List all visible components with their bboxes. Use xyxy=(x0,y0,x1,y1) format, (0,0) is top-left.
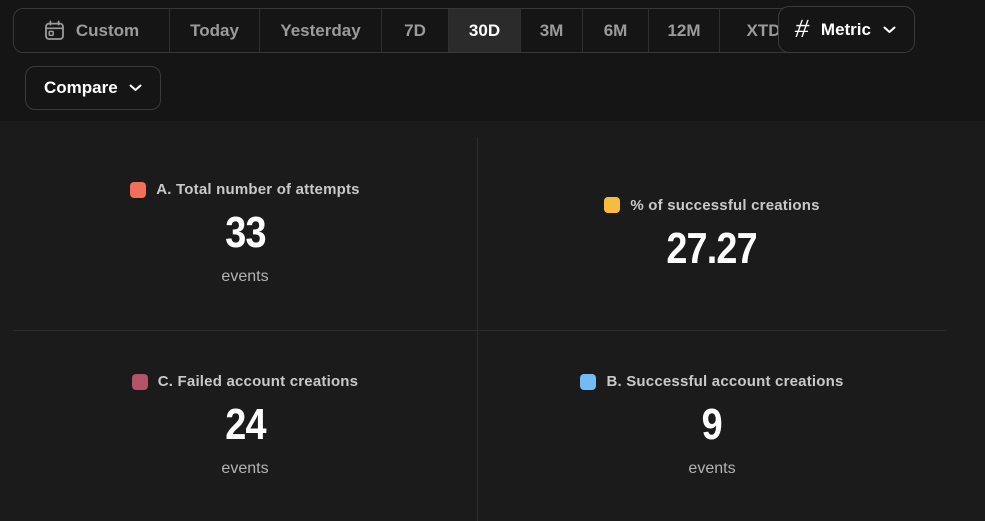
legend-row: C. Failed account creations xyxy=(131,373,359,390)
legend-row: A. Total number of attempts xyxy=(130,181,360,198)
date-range-xtd-label: XTD xyxy=(746,20,781,40)
date-range-6m[interactable]: 6M xyxy=(582,9,648,52)
hash-icon: # xyxy=(793,15,811,43)
metric-card-value: 27.27 xyxy=(666,223,758,273)
date-range-yesterday[interactable]: Yesterday xyxy=(259,9,381,52)
vertical-card-divider xyxy=(477,137,478,521)
series-a-color-swatch xyxy=(130,181,147,198)
metric-card-unit: events xyxy=(688,460,736,477)
metric-card-total-attempts[interactable]: A. Total number of attempts 33 events xyxy=(13,137,477,330)
legend-row: % of successful creations xyxy=(604,197,819,214)
date-range-selector: Custom Today Yesterday 7D 30D 3M 6M 12M … xyxy=(13,8,808,53)
chevron-down-icon xyxy=(883,26,896,33)
horizontal-card-divider xyxy=(13,330,946,331)
metric-card-label: A. Total number of attempts xyxy=(156,181,360,198)
date-range-30d-selected[interactable]: 30D xyxy=(448,9,520,52)
metric-card-failed-creations[interactable]: C. Failed account creations 24 events xyxy=(13,330,477,521)
series-b-color-swatch xyxy=(580,373,597,390)
metric-card-value: 33 xyxy=(224,208,266,257)
metric-card-unit: events xyxy=(221,460,269,477)
metric-card-label: % of successful creations xyxy=(630,196,820,214)
date-range-12m[interactable]: 12M xyxy=(648,9,719,52)
date-range-30d-label: 30D xyxy=(468,20,501,40)
legend-row: B. Successful account creations xyxy=(580,373,843,390)
metric-card-unit: events xyxy=(221,268,269,285)
date-range-xtd[interactable]: XTD xyxy=(719,9,807,52)
date-range-today-label: Today xyxy=(190,20,239,40)
formula-color-swatch xyxy=(604,197,621,213)
metric-card-value: 24 xyxy=(224,400,266,449)
metric-card-successful-creations[interactable]: B. Successful account creations 9 events xyxy=(478,330,946,521)
date-range-3m[interactable]: 3M xyxy=(520,9,582,52)
date-range-today[interactable]: Today xyxy=(169,9,259,52)
compare-dropdown-label: Compare xyxy=(44,78,118,97)
date-range-yesterday-label: Yesterday xyxy=(280,20,361,40)
metric-dropdown-button[interactable]: # Metric xyxy=(778,6,915,53)
date-range-custom[interactable]: Custom xyxy=(14,9,169,52)
date-range-3m-label: 3M xyxy=(539,20,564,40)
metric-card-label: B. Successful account creations xyxy=(606,373,844,390)
date-range-7d-label: 7D xyxy=(404,20,426,40)
date-range-6m-label: 6M xyxy=(603,20,628,40)
series-c-color-swatch xyxy=(131,373,148,390)
metric-card-percent-successful[interactable]: % of successful creations 27.27 xyxy=(478,137,946,330)
metrics-panel-background xyxy=(0,121,985,521)
metric-card-value: 9 xyxy=(701,400,723,449)
metric-dropdown-label: Metric xyxy=(820,19,871,39)
date-range-custom-label: Custom xyxy=(75,20,140,40)
date-range-12m-label: 12M xyxy=(667,20,701,40)
compare-dropdown-button[interactable]: Compare xyxy=(25,66,161,110)
chevron-down-icon xyxy=(129,84,142,91)
metric-card-label: C. Failed account creations xyxy=(157,373,359,390)
date-range-7d[interactable]: 7D xyxy=(381,9,448,52)
calendar-icon xyxy=(44,20,64,40)
